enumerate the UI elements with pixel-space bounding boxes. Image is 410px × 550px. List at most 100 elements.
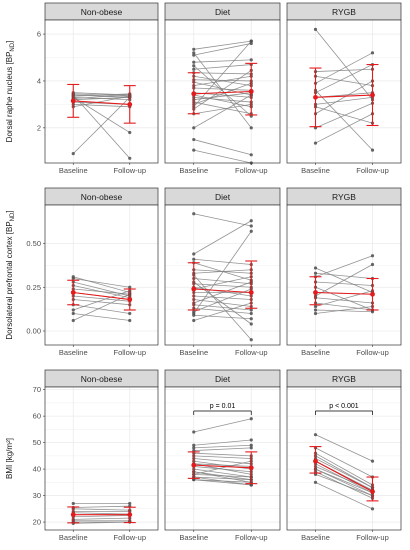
significance-label: p = 0.01 bbox=[210, 403, 236, 410]
subject-line bbox=[193, 460, 252, 475]
facet-non-obese: Non-obese Baseline Follow-up bbox=[44, 2, 159, 175]
subject-line bbox=[193, 92, 252, 101]
subject-line bbox=[193, 295, 252, 300]
subject-point bbox=[249, 417, 253, 421]
y-tick-label: 70 bbox=[33, 385, 41, 394]
subject-line bbox=[193, 447, 252, 451]
subject-line bbox=[193, 444, 252, 449]
subject-point bbox=[192, 51, 196, 55]
facet-rygb: RYGB p < 0.001 Baseline Follow-up bbox=[286, 369, 402, 542]
y-axis-label: BMI [kg/m²] bbox=[5, 438, 14, 479]
subject-point bbox=[192, 47, 196, 51]
subject-line bbox=[315, 309, 373, 313]
mean-point bbox=[191, 462, 197, 468]
subject-point bbox=[370, 310, 375, 314]
facet-non-obese: Non-obese Baseline Follow-up bbox=[44, 187, 159, 357]
subject-line bbox=[193, 274, 252, 341]
subject-line bbox=[73, 278, 130, 288]
y-tick-label: 6 bbox=[37, 30, 41, 39]
facet-title: Diet bbox=[215, 192, 231, 202]
subject-line bbox=[315, 306, 373, 314]
subject-point bbox=[313, 308, 318, 312]
subject-line bbox=[72, 97, 131, 154]
subject-point bbox=[313, 304, 318, 309]
subject-line bbox=[193, 220, 252, 255]
plot-border bbox=[44, 19, 159, 164]
subject-line bbox=[315, 447, 373, 478]
mean-point bbox=[313, 458, 318, 464]
subject-point bbox=[249, 338, 253, 342]
subject-point bbox=[192, 446, 196, 450]
subject-line bbox=[193, 281, 252, 325]
mean-point bbox=[70, 290, 76, 295]
subject-point bbox=[249, 39, 253, 43]
plot-border bbox=[164, 386, 281, 531]
subject-point bbox=[249, 438, 253, 442]
subject-line bbox=[193, 213, 252, 227]
facet-title: RYGB bbox=[332, 374, 356, 384]
facet-title: Non-obese bbox=[81, 192, 123, 202]
subject-line bbox=[73, 515, 130, 518]
x-tick-label: Follow-up bbox=[113, 166, 146, 175]
facet-diet: Diet Baseline Follow-up bbox=[164, 187, 281, 357]
y-tick-label: 20 bbox=[33, 518, 41, 527]
subject-point bbox=[192, 257, 196, 261]
subject-point bbox=[71, 501, 75, 506]
y-tick-label: 0.50 bbox=[26, 239, 41, 248]
subject-line bbox=[73, 521, 130, 524]
facet-rygb: RYGB Baseline Follow-up bbox=[286, 2, 402, 175]
x-tick-label: Baseline bbox=[301, 533, 330, 542]
subject-line bbox=[193, 307, 252, 314]
y-tick-label: 4 bbox=[37, 76, 41, 85]
subject-line bbox=[73, 517, 130, 520]
subject-line bbox=[73, 512, 130, 515]
subject-point bbox=[192, 126, 196, 130]
subject-line bbox=[193, 82, 252, 105]
subject-point bbox=[128, 130, 132, 135]
mean-line bbox=[315, 460, 373, 493]
subject-line bbox=[193, 94, 252, 108]
subject-point bbox=[71, 152, 75, 156]
x-tick-label: Follow-up bbox=[356, 533, 389, 542]
subject-line bbox=[315, 458, 373, 488]
mean-line bbox=[73, 100, 130, 105]
plot-border bbox=[286, 19, 402, 164]
subject-line bbox=[73, 93, 130, 97]
subject-line bbox=[193, 302, 252, 321]
subject-point bbox=[370, 262, 375, 267]
subject-line bbox=[193, 139, 252, 156]
subject-point bbox=[249, 446, 253, 450]
facet-title: Non-obese bbox=[81, 7, 123, 17]
subject-line bbox=[193, 479, 252, 486]
mean-line bbox=[193, 288, 252, 294]
x-tick-label: Follow-up bbox=[235, 348, 268, 357]
subject-line bbox=[193, 283, 252, 288]
plot-background bbox=[45, 205, 158, 345]
subject-point bbox=[313, 271, 318, 275]
subject-line bbox=[73, 508, 130, 511]
subject-line bbox=[73, 299, 130, 306]
y-axis-label: Dorsolateral prefrontal cortex [BPND] bbox=[5, 210, 16, 339]
x-tick-label: Baseline bbox=[59, 166, 88, 175]
subject-line bbox=[315, 29, 373, 100]
subject-line bbox=[193, 40, 252, 108]
subject-point bbox=[249, 308, 253, 312]
facet-rygb: RYGB Baseline Follow-up bbox=[286, 187, 402, 357]
subject-point bbox=[313, 311, 318, 316]
mean-point bbox=[70, 98, 76, 104]
subject-point bbox=[128, 311, 132, 316]
subject-line bbox=[193, 103, 252, 115]
mean-point bbox=[248, 465, 254, 471]
subject-line bbox=[315, 481, 373, 510]
plot-background bbox=[287, 20, 401, 163]
subject-line bbox=[315, 90, 373, 151]
subject-line bbox=[193, 466, 252, 473]
subject-line bbox=[73, 295, 130, 302]
subject-point bbox=[313, 480, 318, 484]
subject-line bbox=[193, 269, 252, 274]
subject-line bbox=[193, 258, 252, 265]
subject-line bbox=[73, 304, 130, 314]
chart-panel-B: Dorsolateral prefrontal cortex [BPND] 0.0… bbox=[5, 187, 402, 357]
plot-border bbox=[164, 19, 281, 164]
subject-line bbox=[73, 276, 130, 293]
